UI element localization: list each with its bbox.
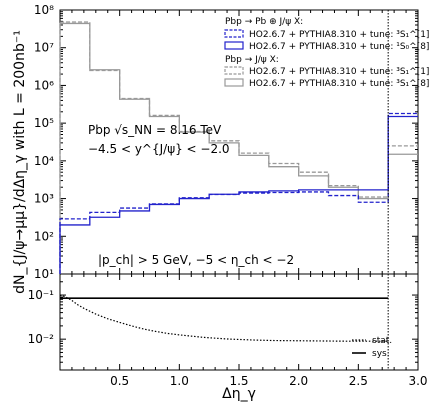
- legend-entry-blue-dashed-swatch: [224, 29, 244, 38]
- stat-line: [59, 294, 389, 342]
- legend-entry-gray-solid-swatch: [224, 78, 244, 87]
- main-y-tick-label: 10⁶: [34, 78, 54, 92]
- legend-entry-blue-dashed-label: HO2.6.7 + PYTHIA8.310 + tune: ³S₁^[1]: [249, 30, 429, 40]
- ratio-y-tick-label: 10⁻²: [28, 332, 55, 346]
- y-axis-title: dN_{J/ψ→μμ}/dΔη_γ with L = 200nb⁻¹: [12, 30, 28, 294]
- annotation-cuts: |p_ch| > 5 GeV, −5 < η_ch < −2: [98, 253, 294, 267]
- ratio-x-tick-label: 2.5: [349, 374, 368, 388]
- annotation-system: Pbp √s_NN = 8.16 TeV: [88, 123, 222, 137]
- main-y-tick-label: 10²: [34, 229, 54, 243]
- ratio-legend-stat-label: stat.: [372, 336, 392, 346]
- ratio-plot-frame: [59, 273, 419, 371]
- main-y-tick-label: 10³: [34, 192, 54, 206]
- legend-group1-header: Pbp → Pb ⊕ J/ψ X:: [225, 17, 303, 27]
- main-y-tick-label: 10⁵: [34, 116, 54, 130]
- ratio-y-tick-label: 10⁻¹: [28, 288, 55, 302]
- legend-entry-gray-dashed-label: HO2.6.7 + PYTHIA8.310 + tune: ³S₁^[1]: [249, 67, 429, 77]
- gray-solid-histogram: [59, 22, 418, 274]
- ratio-x-tick-label: 0.5: [110, 374, 129, 388]
- legend-entry-gray-dashed-swatch: [224, 66, 244, 75]
- legend-entry-blue-solid-label: HO2.6.7 + PYTHIA8.310 + tune: ¹S₀^[8]: [249, 42, 429, 52]
- main-y-tick-label: 10⁸: [34, 3, 54, 17]
- main-y-tick-label: 10⁷: [34, 41, 54, 55]
- legend-entry-gray-solid-label: HO2.6.7 + PYTHIA8.310 + tune: ³S₁^[8]: [249, 79, 429, 89]
- ratio-legend-sys-label: sys.: [372, 349, 390, 359]
- annotation-rapidity: −4.5 < y^{J/ψ} < −2.0: [88, 142, 230, 156]
- blue-solid-histogram: [59, 115, 418, 274]
- main-y-tick-label: 10⁴: [34, 154, 54, 168]
- ratio-x-tick-label: 1.5: [229, 374, 248, 388]
- x-axis-title: Δη_γ: [222, 386, 256, 402]
- legend-entry-blue-solid-swatch: [224, 41, 244, 50]
- ratio-x-tick-label: 3.0: [408, 374, 427, 388]
- legend-group2-header: Pbp → J/ψ X:: [225, 55, 279, 65]
- ratio-x-tick-label: 2.0: [289, 374, 308, 388]
- main-y-tick-label: 10¹: [34, 267, 54, 281]
- ratio-x-tick-label: 1.0: [170, 374, 189, 388]
